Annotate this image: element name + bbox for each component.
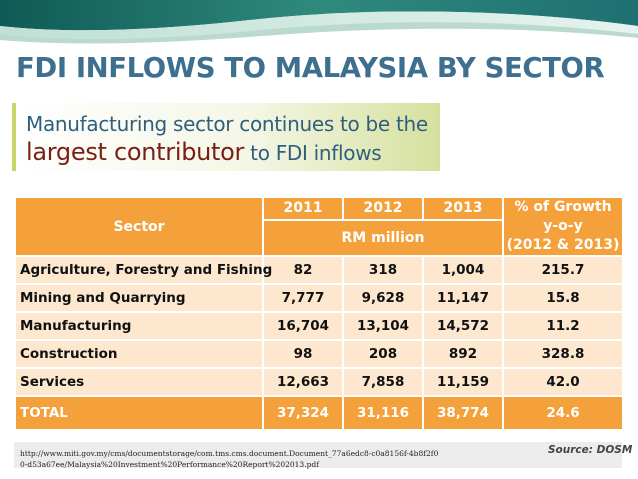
sector-name-cell: Mining and Quarrying	[14, 283, 264, 313]
total-2013-cell: 38,774	[422, 395, 504, 431]
table-row: Agriculture, Forestry and Fishing 82 318…	[14, 255, 624, 285]
value-2013-cell: 14,572	[422, 311, 504, 341]
subtitle-line-2: largest contributor to FDI inflows	[26, 138, 382, 166]
header-wave-decoration	[0, 0, 638, 48]
growth-cell: 11.2	[502, 311, 624, 341]
value-2011-cell: 16,704	[262, 311, 344, 341]
total-row: TOTAL 37,324 31,116 38,774 24.6	[14, 395, 624, 431]
header-year-2011: 2011	[262, 196, 344, 221]
value-2012-cell: 13,104	[342, 311, 424, 341]
header-growth-line-3: (2012 & 2013)	[506, 237, 620, 253]
subtitle-rest: to FDI inflows	[244, 141, 382, 165]
value-2012-cell: 318	[342, 255, 424, 285]
value-2011-cell: 7,777	[262, 283, 344, 313]
growth-cell: 215.7	[502, 255, 624, 285]
subtitle-callout: Manufacturing sector continues to be the…	[12, 103, 440, 171]
table-row: Manufacturing 16,704 13,104 14,572 11.2	[14, 311, 624, 341]
value-2012-cell: 208	[342, 339, 424, 369]
value-2012-cell: 7,858	[342, 367, 424, 397]
sector-name-cell: Services	[14, 367, 264, 397]
table-row: Construction 98 208 892 328.8	[14, 339, 624, 369]
value-2013-cell: 892	[422, 339, 504, 369]
source-url-link[interactable]: http://www.miti.gov.my/cms/documentstora…	[20, 449, 439, 469]
value-2013-cell: 1,004	[422, 255, 504, 285]
total-label-cell: TOTAL	[14, 395, 264, 431]
fdi-sector-table: Sector 2011 2012 2013 % of Growth y-o-y …	[14, 196, 624, 431]
sector-name-cell: Agriculture, Forestry and Fishing	[14, 255, 272, 285]
source-credit: Source: DOSM	[548, 444, 633, 456]
value-2013-cell: 11,159	[422, 367, 504, 397]
growth-cell: 328.8	[502, 339, 624, 369]
sector-name-cell: Construction	[14, 339, 264, 369]
growth-cell: 15.8	[502, 283, 624, 313]
header-growth-line-1: % of Growth	[514, 199, 612, 215]
header-unit: RM million	[262, 218, 504, 258]
header-year-2013: 2013	[422, 196, 504, 221]
total-growth-cell: 24.6	[502, 395, 624, 431]
subtitle-line-1: Manufacturing sector continues to be the	[26, 112, 428, 136]
slide-title: FDI INFLOWS TO MALAYSIA BY SECTOR	[16, 52, 605, 84]
total-2012-cell: 31,116	[342, 395, 424, 431]
value-2011-cell: 12,663	[262, 367, 344, 397]
value-2011-cell: 98	[262, 339, 344, 369]
growth-cell: 42.0	[502, 367, 624, 397]
header-year-2012: 2012	[342, 196, 424, 221]
footer-bar	[14, 442, 622, 468]
header-growth: % of Growth y-o-y (2012 & 2013)	[502, 196, 624, 257]
table-row: Services 12,663 7,858 11,159 42.0	[14, 367, 624, 397]
sector-name-cell: Manufacturing	[14, 311, 264, 341]
value-2013-cell: 11,147	[422, 283, 504, 313]
value-2011-cell: 82	[262, 255, 344, 285]
subtitle-emphasis: largest contributor	[26, 138, 245, 166]
header-sector: Sector	[14, 196, 264, 257]
table-row: Mining and Quarrying 7,777 9,628 11,147 …	[14, 283, 624, 313]
total-2011-cell: 37,324	[262, 395, 344, 431]
value-2012-cell: 9,628	[342, 283, 424, 313]
header-growth-line-2: y-o-y	[543, 218, 583, 234]
